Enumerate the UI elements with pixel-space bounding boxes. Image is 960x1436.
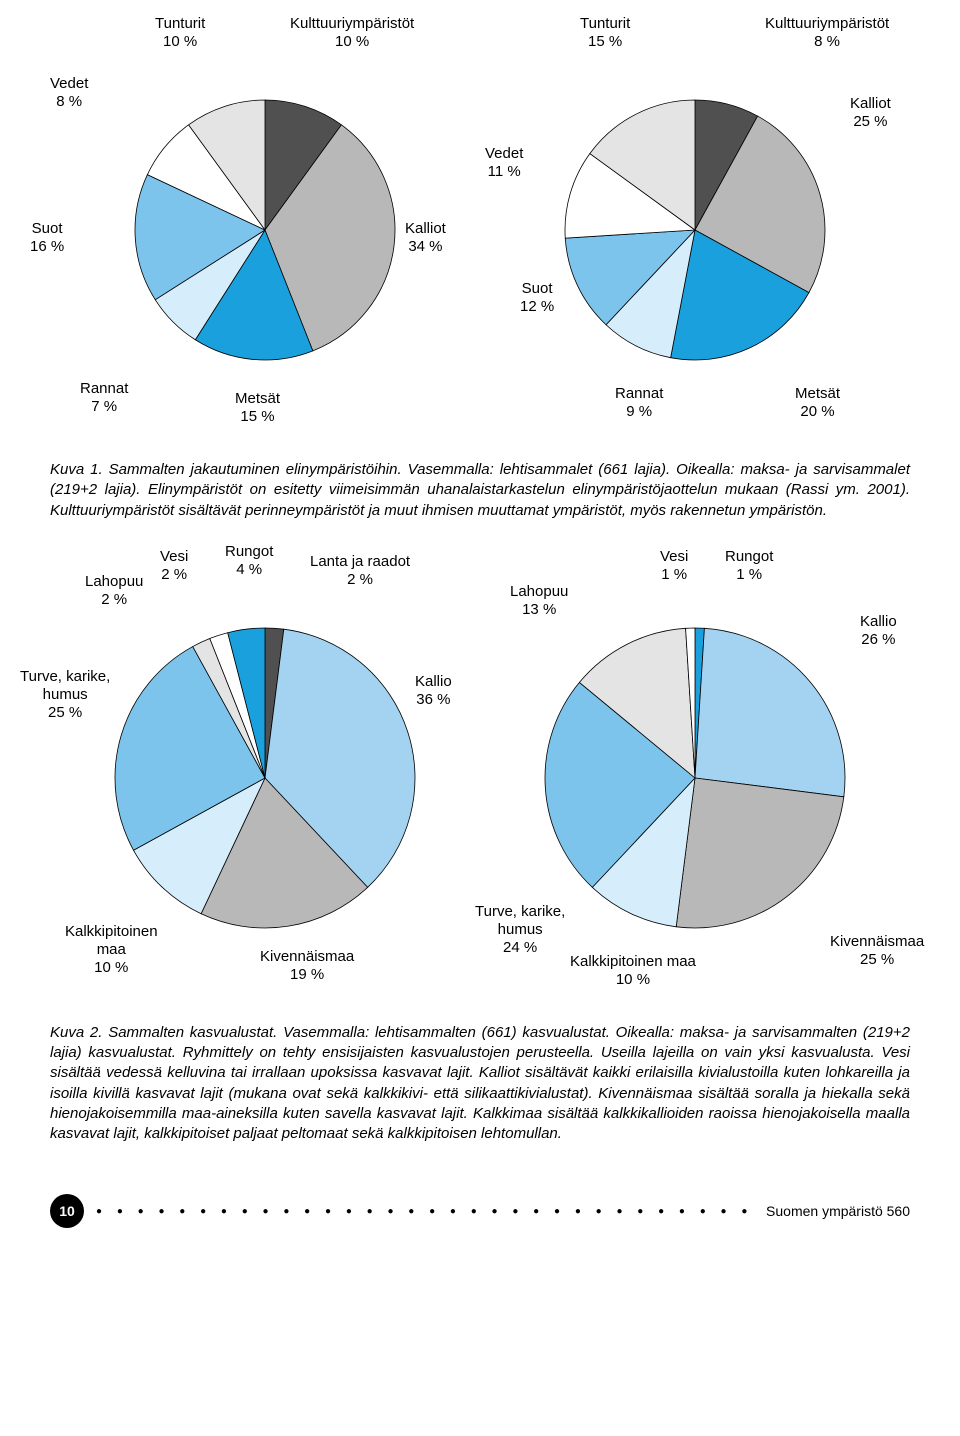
pie-slice-label: Kivennäismaa 19 %	[260, 948, 354, 984]
pie-slice-label: Kalkkipitoinen maa 10 %	[65, 923, 158, 977]
pie-slice-label: Tunturit 15 %	[580, 15, 630, 51]
pie-slice-label: Metsät 20 %	[795, 385, 840, 421]
pie-slice-label: Kalliot 25 %	[850, 95, 891, 131]
pie-slice-label: Kallio 26 %	[860, 613, 897, 649]
pie-slice-label: Rungot 1 %	[725, 548, 773, 584]
pie-chart-2-right: Rungot 1 %Kallio 26 %Kivennäismaa 25 %Ka…	[485, 553, 905, 1003]
pie-slice-label: Rannat 7 %	[80, 380, 128, 416]
footer-dots: ● ● ● ● ● ● ● ● ● ● ● ● ● ● ● ● ● ● ● ● …	[96, 1206, 754, 1217]
pie-slice-label: Vesi 2 %	[160, 548, 188, 584]
pie-slice-label: Rannat 9 %	[615, 385, 663, 421]
pie-slice-label: Kivennäismaa 25 %	[830, 933, 924, 969]
publication-name: Suomen ympäristö 560	[766, 1203, 910, 1219]
caption-2: Kuva 2. Sammalten kasvualustat. Vasemmal…	[50, 1023, 910, 1145]
pie-slice-label: Rungot 4 %	[225, 543, 273, 579]
pie-slice-label: Tunturit 10 %	[155, 15, 205, 51]
caption-1: Kuva 1. Sammalten jakautuminen elinympär…	[50, 460, 910, 521]
pie-slice-label: Suot 12 %	[520, 280, 554, 316]
chart-row-2: Lanta ja raadot 2 % Kallio 36 % Kivennäism…	[50, 553, 910, 1003]
pie-chart-1-right: Kulttuuriympäristöt 8 %Kalliot 25 %Metsä…	[485, 20, 905, 440]
pie-slice-label: Kalliot 34 %	[405, 220, 446, 256]
page-footer: 10 ● ● ● ● ● ● ● ● ● ● ● ● ● ● ● ● ● ● ●…	[50, 1194, 910, 1228]
page-number-badge: 10	[50, 1194, 84, 1228]
pie-slice-label: Metsät 15 %	[235, 390, 280, 426]
pie-slice-label: Lanta ja raadot 2 %	[310, 553, 410, 589]
pie-slice-label: Kulttuuriympäristöt 8 %	[765, 15, 889, 51]
pie-slice-label: Suot 16 %	[30, 220, 64, 256]
pie-chart-2-left: Lanta ja raadot 2 % Kallio 36 % Kivennäism…	[55, 553, 475, 1003]
pie-slice-label: Vedet 11 %	[485, 145, 523, 181]
pie-slice-label: Lahopuu 13 %	[510, 583, 568, 619]
chart-row-1: Kulttuuriympäristöt 10 %Kalliot 34 %Mets…	[50, 20, 910, 440]
pie-slice-label: Turve, karike, humus 24 %	[475, 903, 565, 957]
pie-slice-label: Turve, karike, humus 25 %	[20, 668, 110, 722]
pie-chart-1-left: Kulttuuriympäristöt 10 %Kalliot 34 %Mets…	[55, 20, 475, 440]
pie-slice-label: Kalkkipitoinen maa 10 %	[570, 953, 696, 989]
pie-slice-label: Kulttuuriympäristöt 10 %	[290, 15, 414, 51]
pie-slice-label: Vedet 8 %	[50, 75, 88, 111]
pie-slice-label: Vesi 1 %	[660, 548, 688, 584]
pie-slice-label: Kallio 36 %	[415, 673, 452, 709]
pie-slice-label: Lahopuu 2 %	[85, 573, 143, 609]
